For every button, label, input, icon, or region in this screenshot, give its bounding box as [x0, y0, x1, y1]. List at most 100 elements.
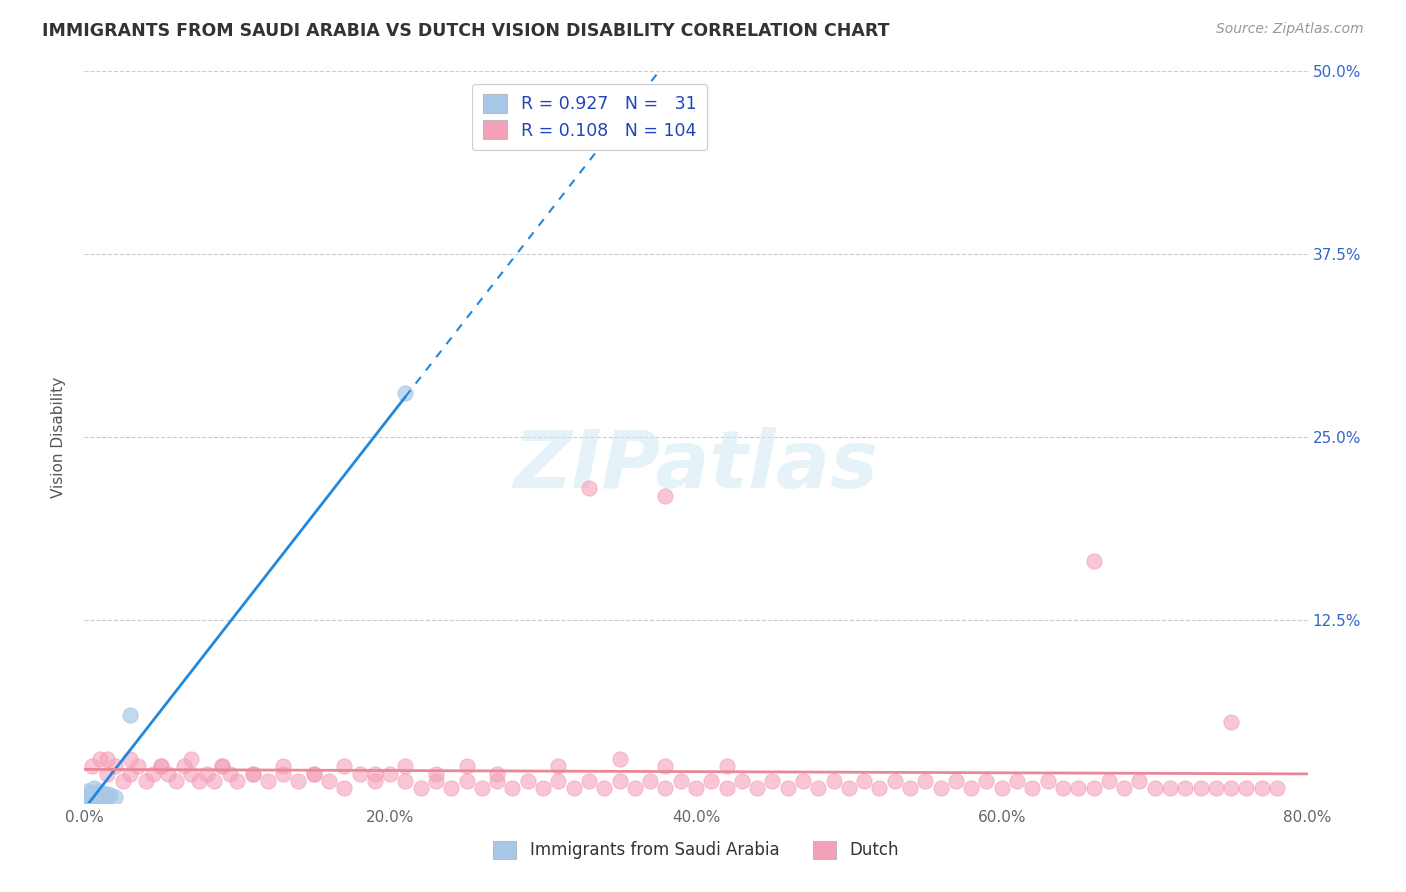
Point: [135, 773, 157, 788]
Point: [80, 789, 103, 803]
Point: [104, 759, 127, 773]
Point: [609, 773, 631, 788]
Point: [75, 793, 97, 807]
Point: [486, 773, 509, 788]
Point: [1128, 773, 1150, 788]
Point: [79, 786, 101, 800]
Point: [425, 766, 447, 780]
Point: [654, 489, 676, 503]
Point: [747, 781, 769, 796]
Point: [180, 752, 202, 766]
Point: [1143, 781, 1166, 796]
Point: [991, 781, 1014, 796]
Y-axis label: Vision Disability: Vision Disability: [51, 376, 66, 498]
Point: [218, 766, 240, 780]
Point: [394, 773, 416, 788]
Point: [84, 789, 107, 804]
Point: [91, 786, 114, 800]
Point: [1021, 781, 1043, 796]
Point: [242, 766, 264, 780]
Point: [173, 759, 195, 773]
Point: [578, 481, 600, 495]
Point: [1036, 773, 1059, 788]
Point: [531, 781, 554, 796]
Point: [77, 789, 100, 804]
Point: [287, 773, 309, 788]
Point: [188, 773, 211, 788]
Point: [76, 789, 98, 804]
Point: [76, 784, 98, 798]
Point: [75, 791, 97, 805]
Point: [75, 794, 97, 808]
Point: [394, 759, 416, 773]
Point: [111, 773, 134, 788]
Point: [333, 781, 356, 796]
Point: [93, 789, 115, 804]
Point: [669, 773, 692, 788]
Point: [1159, 781, 1181, 796]
Point: [471, 781, 494, 796]
Point: [302, 766, 325, 780]
Point: [1174, 781, 1197, 796]
Point: [776, 781, 799, 796]
Text: IMMIGRANTS FROM SAUDI ARABIA VS DUTCH VISION DISABILITY CORRELATION CHART: IMMIGRANTS FROM SAUDI ARABIA VS DUTCH VI…: [42, 22, 890, 40]
Point: [1098, 773, 1121, 788]
Point: [898, 781, 921, 796]
Point: [716, 781, 738, 796]
Point: [761, 773, 783, 788]
Point: [792, 773, 814, 788]
Point: [349, 766, 371, 780]
Point: [440, 781, 463, 796]
Point: [120, 752, 142, 766]
Point: [976, 773, 998, 788]
Point: [838, 781, 860, 796]
Point: [84, 787, 107, 801]
Point: [90, 789, 112, 803]
Point: [547, 773, 569, 788]
Point: [562, 781, 585, 796]
Point: [409, 781, 432, 796]
Point: [869, 781, 891, 796]
Point: [1067, 781, 1090, 796]
Point: [1052, 781, 1074, 796]
Point: [380, 766, 402, 780]
Point: [86, 789, 108, 804]
Point: [1005, 773, 1028, 788]
Point: [302, 766, 325, 780]
Point: [77, 791, 100, 805]
Point: [638, 773, 661, 788]
Point: [685, 781, 707, 796]
Point: [77, 787, 100, 801]
Point: [731, 773, 754, 788]
Point: [120, 708, 142, 723]
Point: [104, 789, 127, 804]
Point: [271, 759, 294, 773]
Point: [1083, 781, 1105, 796]
Point: [823, 773, 845, 788]
Point: [318, 773, 340, 788]
Point: [96, 766, 118, 780]
Point: [1265, 781, 1288, 796]
Point: [593, 781, 616, 796]
Point: [226, 773, 249, 788]
Point: [425, 773, 447, 788]
Point: [700, 773, 723, 788]
Point: [271, 766, 294, 780]
Point: [202, 773, 225, 788]
Text: ZIPatlas: ZIPatlas: [513, 427, 879, 506]
Point: [578, 773, 600, 788]
Point: [364, 773, 387, 788]
Point: [89, 752, 111, 766]
Point: [149, 759, 172, 773]
Point: [1236, 781, 1258, 796]
Point: [853, 773, 876, 788]
Point: [1083, 554, 1105, 568]
Point: [142, 766, 165, 780]
Point: [165, 773, 187, 788]
Point: [79, 789, 101, 803]
Point: [157, 766, 180, 780]
Point: [364, 766, 387, 780]
Point: [242, 766, 264, 780]
Point: [945, 773, 967, 788]
Point: [1220, 715, 1243, 730]
